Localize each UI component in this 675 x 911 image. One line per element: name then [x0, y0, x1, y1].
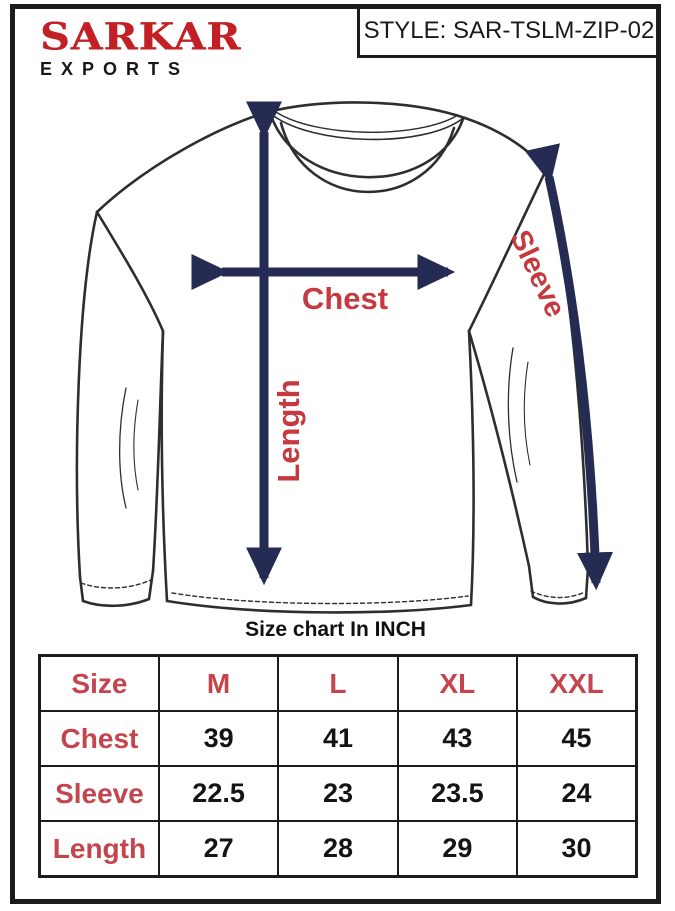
value-cell: 23: [277, 765, 399, 822]
table-row-sleeve: Sleeve 22.5 23 23.5 24: [38, 765, 638, 822]
row-label-length: Length: [38, 820, 160, 878]
length-label: Length: [271, 379, 306, 483]
table-row-length: Length 27 28 29 30: [38, 820, 638, 878]
table-row-chest: Chest 39 41 43 45: [38, 710, 638, 767]
header-cell-xl: XL: [396, 654, 519, 712]
sleeve-arrow: [524, 143, 614, 591]
brand-name: SARKAR: [40, 14, 242, 59]
value-cell: 27: [157, 820, 280, 878]
value-cell: 28: [277, 820, 399, 878]
value-cell: 29: [396, 820, 519, 878]
header-cell-m: M: [157, 654, 280, 712]
value-cell: 23.5: [396, 765, 519, 822]
value-cell: 39: [157, 710, 280, 767]
value-cell: 41: [277, 710, 399, 767]
brand-subtitle: EXPORTS: [40, 59, 190, 79]
size-chart-title: Size chart In INCH: [245, 618, 426, 641]
style-label: STYLE: SAR-TSLM-ZIP-02: [363, 17, 655, 44]
collar: [266, 101, 467, 194]
size-chart-table: Size M L XL XXL Chest 39 41 43 45 Sleeve…: [38, 654, 638, 878]
header-cell-size: Size: [38, 654, 160, 712]
value-cell: 30: [516, 820, 638, 878]
shirt-outline: [75, 101, 590, 614]
style-box: STYLE: SAR-TSLM-ZIP-02: [357, 4, 661, 58]
value-cell: 24: [516, 765, 638, 822]
value-cell: 45: [516, 710, 638, 767]
header-cell-xxl: XXL: [516, 654, 638, 712]
row-label-chest: Chest: [38, 710, 160, 767]
header-cell-l: L: [277, 654, 399, 712]
brand-logo: SARKAR EXPORTS: [40, 14, 242, 80]
chest-label: Chest: [301, 281, 389, 316]
value-cell: 22.5: [157, 765, 280, 822]
row-label-sleeve: Sleeve: [38, 765, 160, 822]
value-cell: 43: [396, 710, 519, 767]
table-header-row: Size M L XL XXL: [38, 654, 638, 712]
